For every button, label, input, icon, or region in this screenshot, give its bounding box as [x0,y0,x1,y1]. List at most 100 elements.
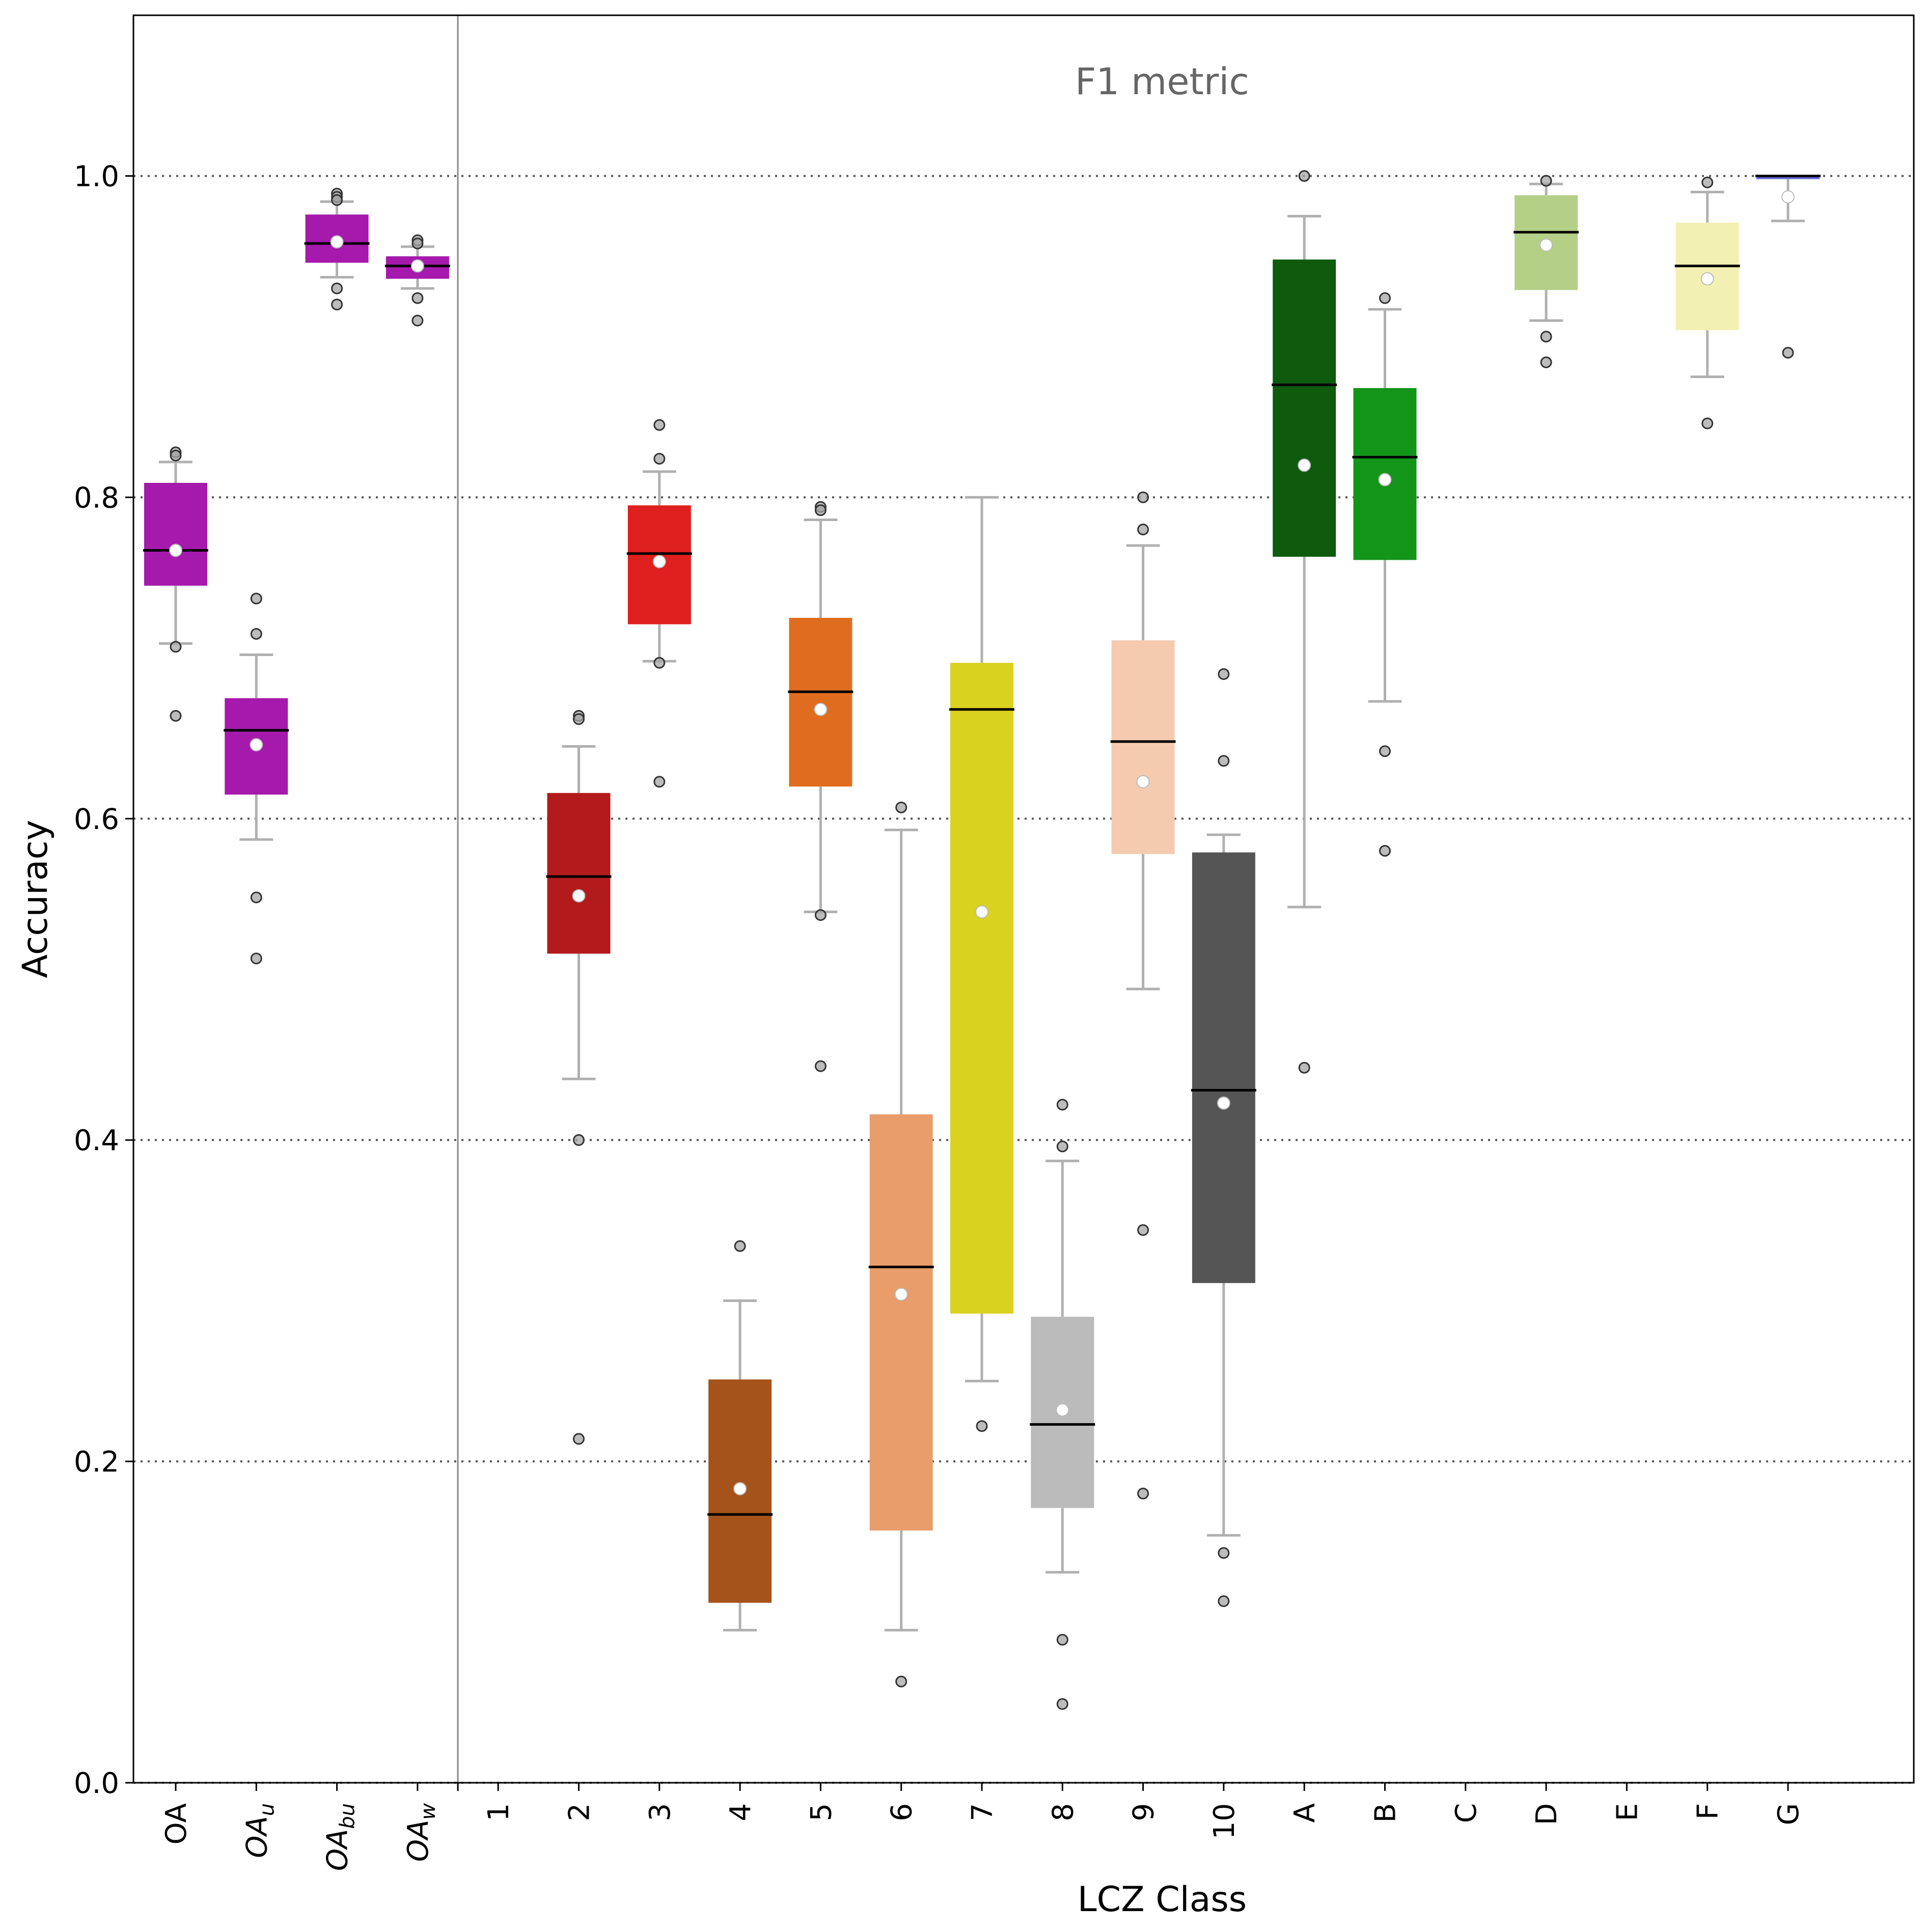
outlier-point [170,710,182,722]
box-2 [546,710,612,1445]
outlier-point [1056,1698,1068,1710]
mean-marker [1217,1096,1230,1110]
box-plots [143,170,1821,1710]
box-9 [1110,491,1176,1500]
iqr-box [950,663,1013,1314]
box-f [1674,176,1740,429]
box-oa [143,446,208,722]
x-axis-label: LCZ Class [1078,1880,1247,1920]
x-tick-label: OAw [402,1803,440,1862]
outlier-point [1540,356,1552,368]
outlier-point [653,419,666,431]
mean-marker [1700,272,1714,286]
x-tick-label: 1 [482,1803,515,1821]
outlier-point [1701,176,1714,188]
outlier-point [1379,292,1391,304]
outlier-point [814,909,827,921]
x-tick-label: 5 [805,1803,838,1821]
x-tick-label: 4 [724,1803,757,1821]
outlier-point [1056,1634,1068,1646]
outlier-point [1298,1062,1310,1074]
outlier-point [1379,745,1391,757]
y-tick-label: 0.6 [74,803,119,836]
mean-marker [1781,190,1795,204]
x-tick-label: OAu [240,1803,279,1858]
mean-marker [1539,238,1553,252]
box-10 [1191,668,1256,1608]
outlier-point [250,592,262,605]
mean-marker [733,1482,747,1495]
mean-marker [1056,1403,1069,1417]
outlier-point [1056,1099,1068,1111]
iqr-box [1192,852,1255,1283]
mean-marker [894,1288,908,1301]
outlier-point [895,1675,907,1688]
x-tick-label: 7 [966,1803,999,1821]
x-tick-label-base: OA [240,1816,273,1858]
box-g [1755,174,1821,359]
outlier-point [1218,668,1230,680]
box-6 [868,801,934,1688]
outlier-point [1218,1595,1230,1608]
outlier-point [1056,1140,1068,1153]
x-tick-label-subscript: w [417,1803,440,1820]
iqr-box [547,793,611,954]
outlier-point [1701,417,1714,429]
outlier-point [1218,755,1230,767]
outlier-point [814,504,827,516]
box-4 [707,1240,773,1631]
plot-area-frame [132,14,1915,1784]
x-tick-label: C [1450,1803,1483,1823]
x-tick-label-base: OA [402,1820,435,1862]
box-8 [1030,1099,1095,1710]
x-tick-label: 10 [1208,1803,1241,1839]
x-tick-label: A [1288,1803,1322,1822]
mean-marker [1298,458,1311,472]
outlier-point [976,1420,988,1432]
iqr-box [869,1114,933,1531]
x-tick-label: 8 [1047,1803,1080,1821]
box-7 [949,496,1014,1432]
mean-marker [250,738,263,752]
outlier-point [1379,845,1391,857]
mean-marker [330,235,344,249]
x-tick-label-base: OA [321,1829,354,1871]
outlier-point [895,801,907,813]
iqr-box [1273,259,1336,557]
box-d [1514,175,1579,368]
x-tick-label: F [1692,1803,1725,1819]
outlier-point [1782,346,1794,359]
outlier-point [573,1134,585,1146]
mean-marker [975,905,988,919]
x-tick-label: 2 [563,1803,596,1821]
y-axis: 0.0 0.2 0.4 0.6 0.8 1.0 [74,160,133,1800]
outlier-point [1137,1224,1149,1236]
outlier-point [573,1433,585,1445]
y-tick-label: 0.2 [74,1446,119,1479]
iqr-box [1756,176,1820,179]
outlier-point [814,1060,827,1072]
x-tick-label: G [1772,1803,1805,1825]
mean-marker [1378,473,1392,486]
outlier-point [170,641,182,653]
x-tick-label: 6 [886,1803,919,1821]
mean-marker [652,555,666,568]
y-tick-label: 0.0 [74,1767,119,1800]
x-tick-label: OA [160,1803,193,1844]
mean-marker [814,702,828,716]
outlier-point [411,237,424,250]
outlier-point [331,298,343,311]
outlier-point [250,628,262,640]
x-tick-label: D [1530,1803,1563,1825]
outlier-point [411,292,424,304]
box-oa-bu [304,187,370,311]
annotation-f1-metric: F1 metric [1075,60,1249,103]
x-tick-label: E [1611,1803,1644,1821]
outlier-point [1218,1547,1230,1559]
iqr-box [789,617,852,787]
box-b [1352,292,1418,857]
outlier-point [331,282,343,294]
y-tick-label: 1.0 [74,160,119,193]
